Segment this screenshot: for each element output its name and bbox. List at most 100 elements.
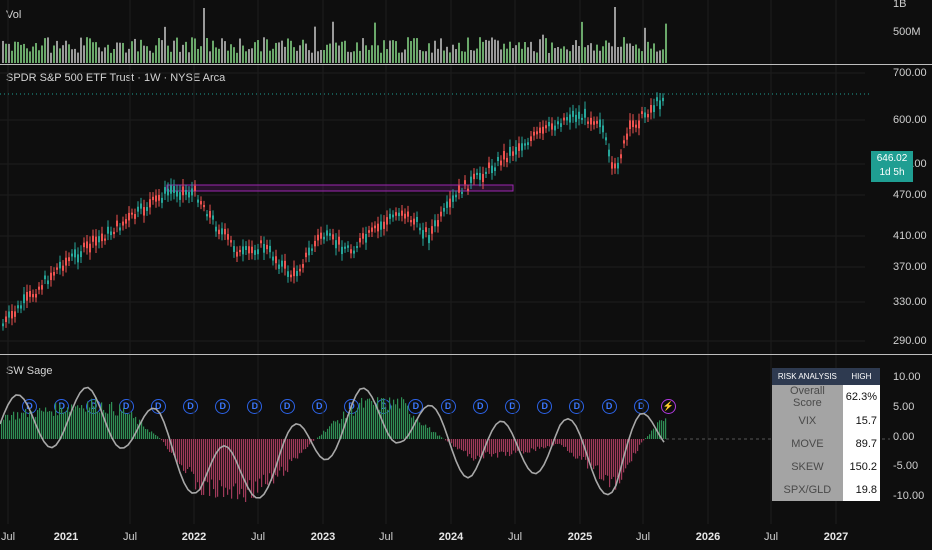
histogram-bar bbox=[159, 438, 161, 439]
candle-body bbox=[431, 226, 433, 234]
candle-body bbox=[254, 250, 256, 255]
dividend-marker[interactable]: D bbox=[408, 399, 424, 414]
dividend-marker[interactable]: D bbox=[440, 399, 456, 414]
histogram-bar bbox=[539, 439, 541, 449]
candle-body bbox=[497, 156, 499, 162]
histogram-bar bbox=[491, 439, 493, 457]
volume-bar bbox=[230, 44, 232, 63]
candle-body bbox=[551, 123, 553, 130]
histogram-bar bbox=[127, 413, 129, 439]
volume-bar bbox=[629, 43, 631, 63]
volume-bar bbox=[62, 45, 64, 63]
histogram-bar bbox=[211, 439, 213, 480]
histogram-bar bbox=[237, 439, 239, 500]
histogram-bar bbox=[385, 406, 387, 439]
candle-body bbox=[248, 246, 250, 254]
candle-body bbox=[482, 173, 484, 183]
histogram-bar bbox=[659, 420, 661, 439]
time-axis[interactable]: Jul 2021 Jul 2022 Jul 2023 Jul 2024 Jul … bbox=[0, 524, 932, 550]
candle-body bbox=[605, 137, 607, 141]
volume-bar bbox=[485, 39, 487, 63]
volume-bar bbox=[632, 45, 634, 63]
volume-pane[interactable]: Vol 1B 500M bbox=[0, 0, 932, 64]
volume-bar bbox=[227, 50, 229, 63]
pane-separator[interactable] bbox=[0, 64, 932, 65]
dividend-marker[interactable]: D bbox=[247, 399, 263, 414]
pane-separator[interactable] bbox=[0, 354, 932, 355]
candle-body bbox=[77, 254, 79, 263]
dividend-marker[interactable]: D bbox=[537, 399, 553, 414]
volume-bar bbox=[179, 51, 181, 63]
candle-body bbox=[548, 122, 550, 127]
candle-body bbox=[53, 271, 55, 276]
candle-body bbox=[209, 210, 211, 218]
candle-body bbox=[41, 285, 43, 290]
candle-body bbox=[518, 143, 520, 151]
dividend-marker[interactable]: D bbox=[569, 399, 585, 414]
dividend-marker[interactable]: D bbox=[601, 399, 617, 414]
volume-bar bbox=[152, 52, 154, 63]
histogram-bar bbox=[363, 407, 365, 439]
histogram-bar bbox=[231, 439, 233, 499]
volume-bar bbox=[101, 51, 103, 63]
histogram-bar bbox=[51, 411, 53, 439]
candle-body bbox=[20, 305, 22, 309]
histogram-bar bbox=[35, 416, 37, 439]
candle-body bbox=[584, 108, 586, 118]
histogram-bar bbox=[55, 402, 57, 439]
histogram-bar bbox=[27, 417, 29, 439]
histogram-bar bbox=[137, 423, 139, 439]
histogram-bar bbox=[437, 435, 439, 439]
price-axis-700: 700.00 bbox=[893, 67, 927, 79]
candle-body bbox=[272, 256, 274, 261]
histogram-bar bbox=[433, 431, 435, 439]
volume-bar bbox=[563, 46, 565, 63]
dividend-marker[interactable]: D bbox=[505, 399, 520, 414]
volume-bar bbox=[368, 49, 370, 63]
candle-body bbox=[428, 235, 430, 244]
candle-body bbox=[509, 146, 511, 156]
price-pane[interactable]: SPDR S&P 500 ETF Trust · 1W · NYSE Arca … bbox=[0, 65, 932, 414]
risk-header-title: RISK ANALYSIS bbox=[772, 368, 843, 385]
volume-bar bbox=[338, 45, 340, 63]
histogram-bar bbox=[281, 439, 283, 467]
histogram-bar bbox=[423, 425, 425, 439]
dividend-marker[interactable]: D bbox=[279, 399, 295, 414]
dividend-marker[interactable]: D bbox=[183, 399, 198, 414]
dividend-marker[interactable]: D bbox=[472, 399, 488, 414]
histogram-bar bbox=[201, 439, 203, 496]
risk-key: SKEW bbox=[772, 455, 843, 478]
bar-countdown: 1d 5h bbox=[879, 167, 905, 178]
volume-bar bbox=[449, 52, 451, 63]
histogram-bar bbox=[535, 439, 537, 452]
dividend-marker[interactable]: D bbox=[311, 399, 327, 414]
dividend-marker[interactable]: D bbox=[215, 399, 231, 414]
histogram-bar bbox=[571, 439, 573, 453]
candle-body bbox=[218, 229, 220, 235]
histogram-bar bbox=[359, 402, 361, 439]
price-axis-290: 290.00 bbox=[893, 335, 927, 347]
candle-body bbox=[455, 194, 457, 198]
lightning-icon[interactable]: ⚡ bbox=[661, 399, 676, 414]
candle-body bbox=[635, 124, 637, 128]
volume-bar bbox=[452, 44, 454, 63]
histogram-bar bbox=[557, 439, 559, 445]
dividend-marker[interactable]: D bbox=[150, 399, 166, 414]
candle-body bbox=[299, 268, 301, 272]
time-label: Jul bbox=[507, 531, 523, 543]
histogram-bar bbox=[555, 439, 557, 444]
candle-body bbox=[278, 264, 280, 269]
histogram-bar bbox=[19, 418, 21, 439]
volume-bar bbox=[383, 40, 385, 63]
histogram-bar bbox=[441, 437, 443, 439]
candle-body bbox=[263, 243, 265, 253]
volume-bar bbox=[113, 49, 115, 63]
volume-bar bbox=[302, 39, 304, 63]
histogram-bar bbox=[569, 439, 571, 453]
histogram-bar bbox=[273, 439, 275, 484]
candle-body bbox=[527, 142, 529, 146]
volume-bar bbox=[473, 50, 475, 63]
candle-body bbox=[158, 194, 160, 201]
volume-bar bbox=[464, 51, 466, 63]
volume-bar bbox=[575, 40, 577, 63]
